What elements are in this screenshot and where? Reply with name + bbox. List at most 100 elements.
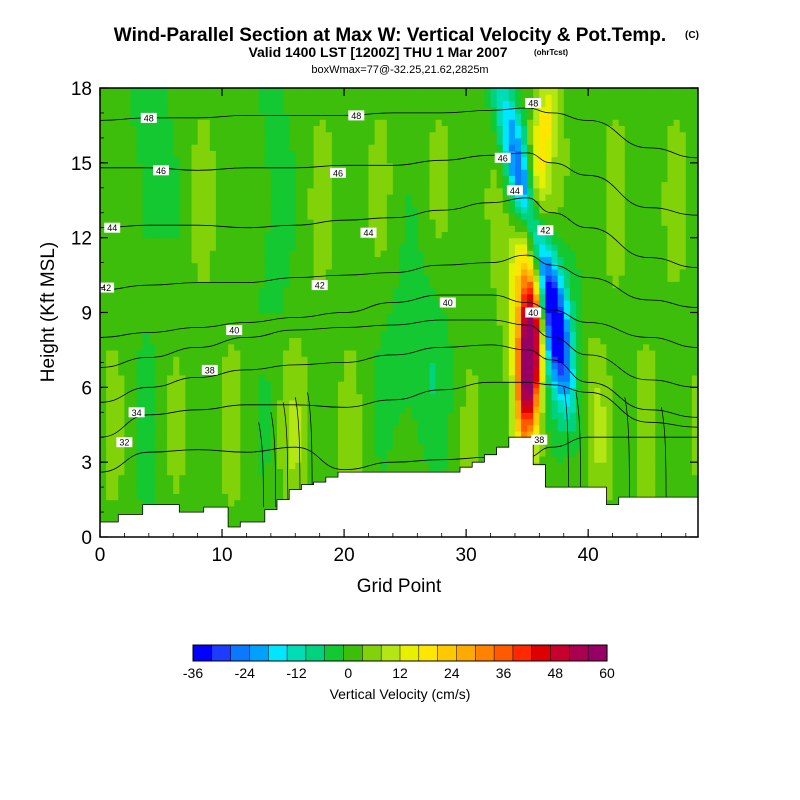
field-cell	[136, 144, 144, 151]
field-cell	[130, 312, 138, 320]
field-cell	[173, 487, 180, 494]
field-cell	[325, 175, 333, 183]
field-cell	[240, 125, 248, 133]
field-cell	[441, 275, 449, 282]
field-cell	[423, 169, 431, 176]
field-cell	[154, 480, 162, 488]
field-cell	[167, 412, 174, 420]
field-cell	[276, 162, 284, 170]
field-cell	[344, 418, 351, 426]
field-cell	[411, 218, 418, 226]
field-cell	[124, 187, 132, 195]
field-cell	[472, 144, 479, 151]
field-cell	[118, 331, 126, 339]
field-cell	[344, 287, 351, 295]
field-cell	[130, 250, 138, 257]
field-cell	[289, 100, 296, 108]
field-cell	[484, 374, 492, 382]
field-cell	[484, 356, 492, 363]
field-cell	[380, 106, 388, 114]
field-cell	[386, 250, 394, 257]
field-cell	[295, 144, 302, 151]
field-cell	[173, 125, 180, 133]
field-cell	[167, 368, 174, 376]
field-cell	[319, 88, 327, 95]
field-cell	[362, 112, 370, 120]
field-cell	[319, 169, 327, 176]
field-cell	[368, 175, 376, 183]
field-cell	[112, 175, 119, 183]
field-cell	[161, 337, 168, 345]
field-cell	[203, 281, 211, 289]
field-cell	[197, 480, 205, 488]
field-cell	[441, 412, 449, 420]
field-cell	[344, 256, 351, 264]
field-cell	[142, 487, 150, 494]
field-cell	[313, 300, 321, 307]
field-cell	[136, 212, 144, 220]
field-cell	[502, 194, 510, 201]
field-cell	[142, 493, 150, 501]
field-cell	[435, 381, 443, 388]
field-cell	[478, 368, 486, 376]
field-cell	[124, 493, 132, 501]
field-cell	[460, 243, 467, 251]
field-cell	[447, 399, 455, 407]
field-cell	[258, 331, 266, 339]
field-cell	[295, 381, 302, 388]
field-cell	[502, 137, 510, 145]
field-cell	[234, 237, 241, 245]
field-cell	[258, 231, 266, 239]
field-cell	[356, 88, 363, 95]
field-cell	[313, 256, 321, 264]
field-cell	[380, 318, 388, 326]
field-cell	[386, 206, 394, 214]
field-cell	[154, 144, 162, 151]
field-cell	[435, 225, 443, 233]
field-cell	[484, 187, 492, 195]
field-cell	[362, 156, 370, 164]
field-cell	[484, 337, 492, 345]
field-cell	[118, 418, 126, 426]
field-cell	[435, 175, 443, 183]
field-cell	[112, 293, 119, 301]
field-cell	[173, 300, 180, 307]
field-cell	[258, 455, 266, 463]
field-cell	[496, 424, 504, 432]
field-cell	[435, 287, 443, 295]
field-cell	[283, 393, 290, 401]
field-cell	[362, 318, 370, 326]
field-cell	[441, 262, 449, 270]
field-cell	[252, 144, 260, 151]
field-cell	[301, 119, 309, 127]
field-cell	[399, 387, 406, 395]
field-cell	[399, 455, 406, 463]
field-cell	[386, 256, 394, 264]
field-cell	[209, 487, 217, 494]
field-cell	[228, 356, 235, 363]
field-cell	[173, 412, 180, 420]
field-cell	[307, 268, 315, 276]
field-cell	[417, 112, 425, 120]
field-cell	[478, 262, 486, 270]
field-cell	[167, 181, 174, 189]
field-cell	[521, 406, 528, 413]
field-cell	[331, 306, 339, 314]
field-cell	[222, 206, 229, 214]
field-cell	[374, 125, 382, 133]
field-cell	[478, 200, 486, 208]
field-cell	[161, 318, 168, 326]
field-cell	[222, 94, 229, 102]
field-cell	[264, 437, 272, 445]
field-cell	[490, 437, 498, 445]
field-cell	[167, 399, 174, 407]
field-cell	[252, 331, 260, 339]
field-cell	[124, 125, 132, 133]
field-cell	[337, 430, 345, 438]
field-cell	[368, 237, 376, 245]
field-cell	[215, 443, 223, 451]
field-cell	[460, 175, 467, 183]
field-cell	[295, 162, 302, 170]
field-cell	[203, 430, 211, 438]
field-cell	[496, 181, 504, 189]
